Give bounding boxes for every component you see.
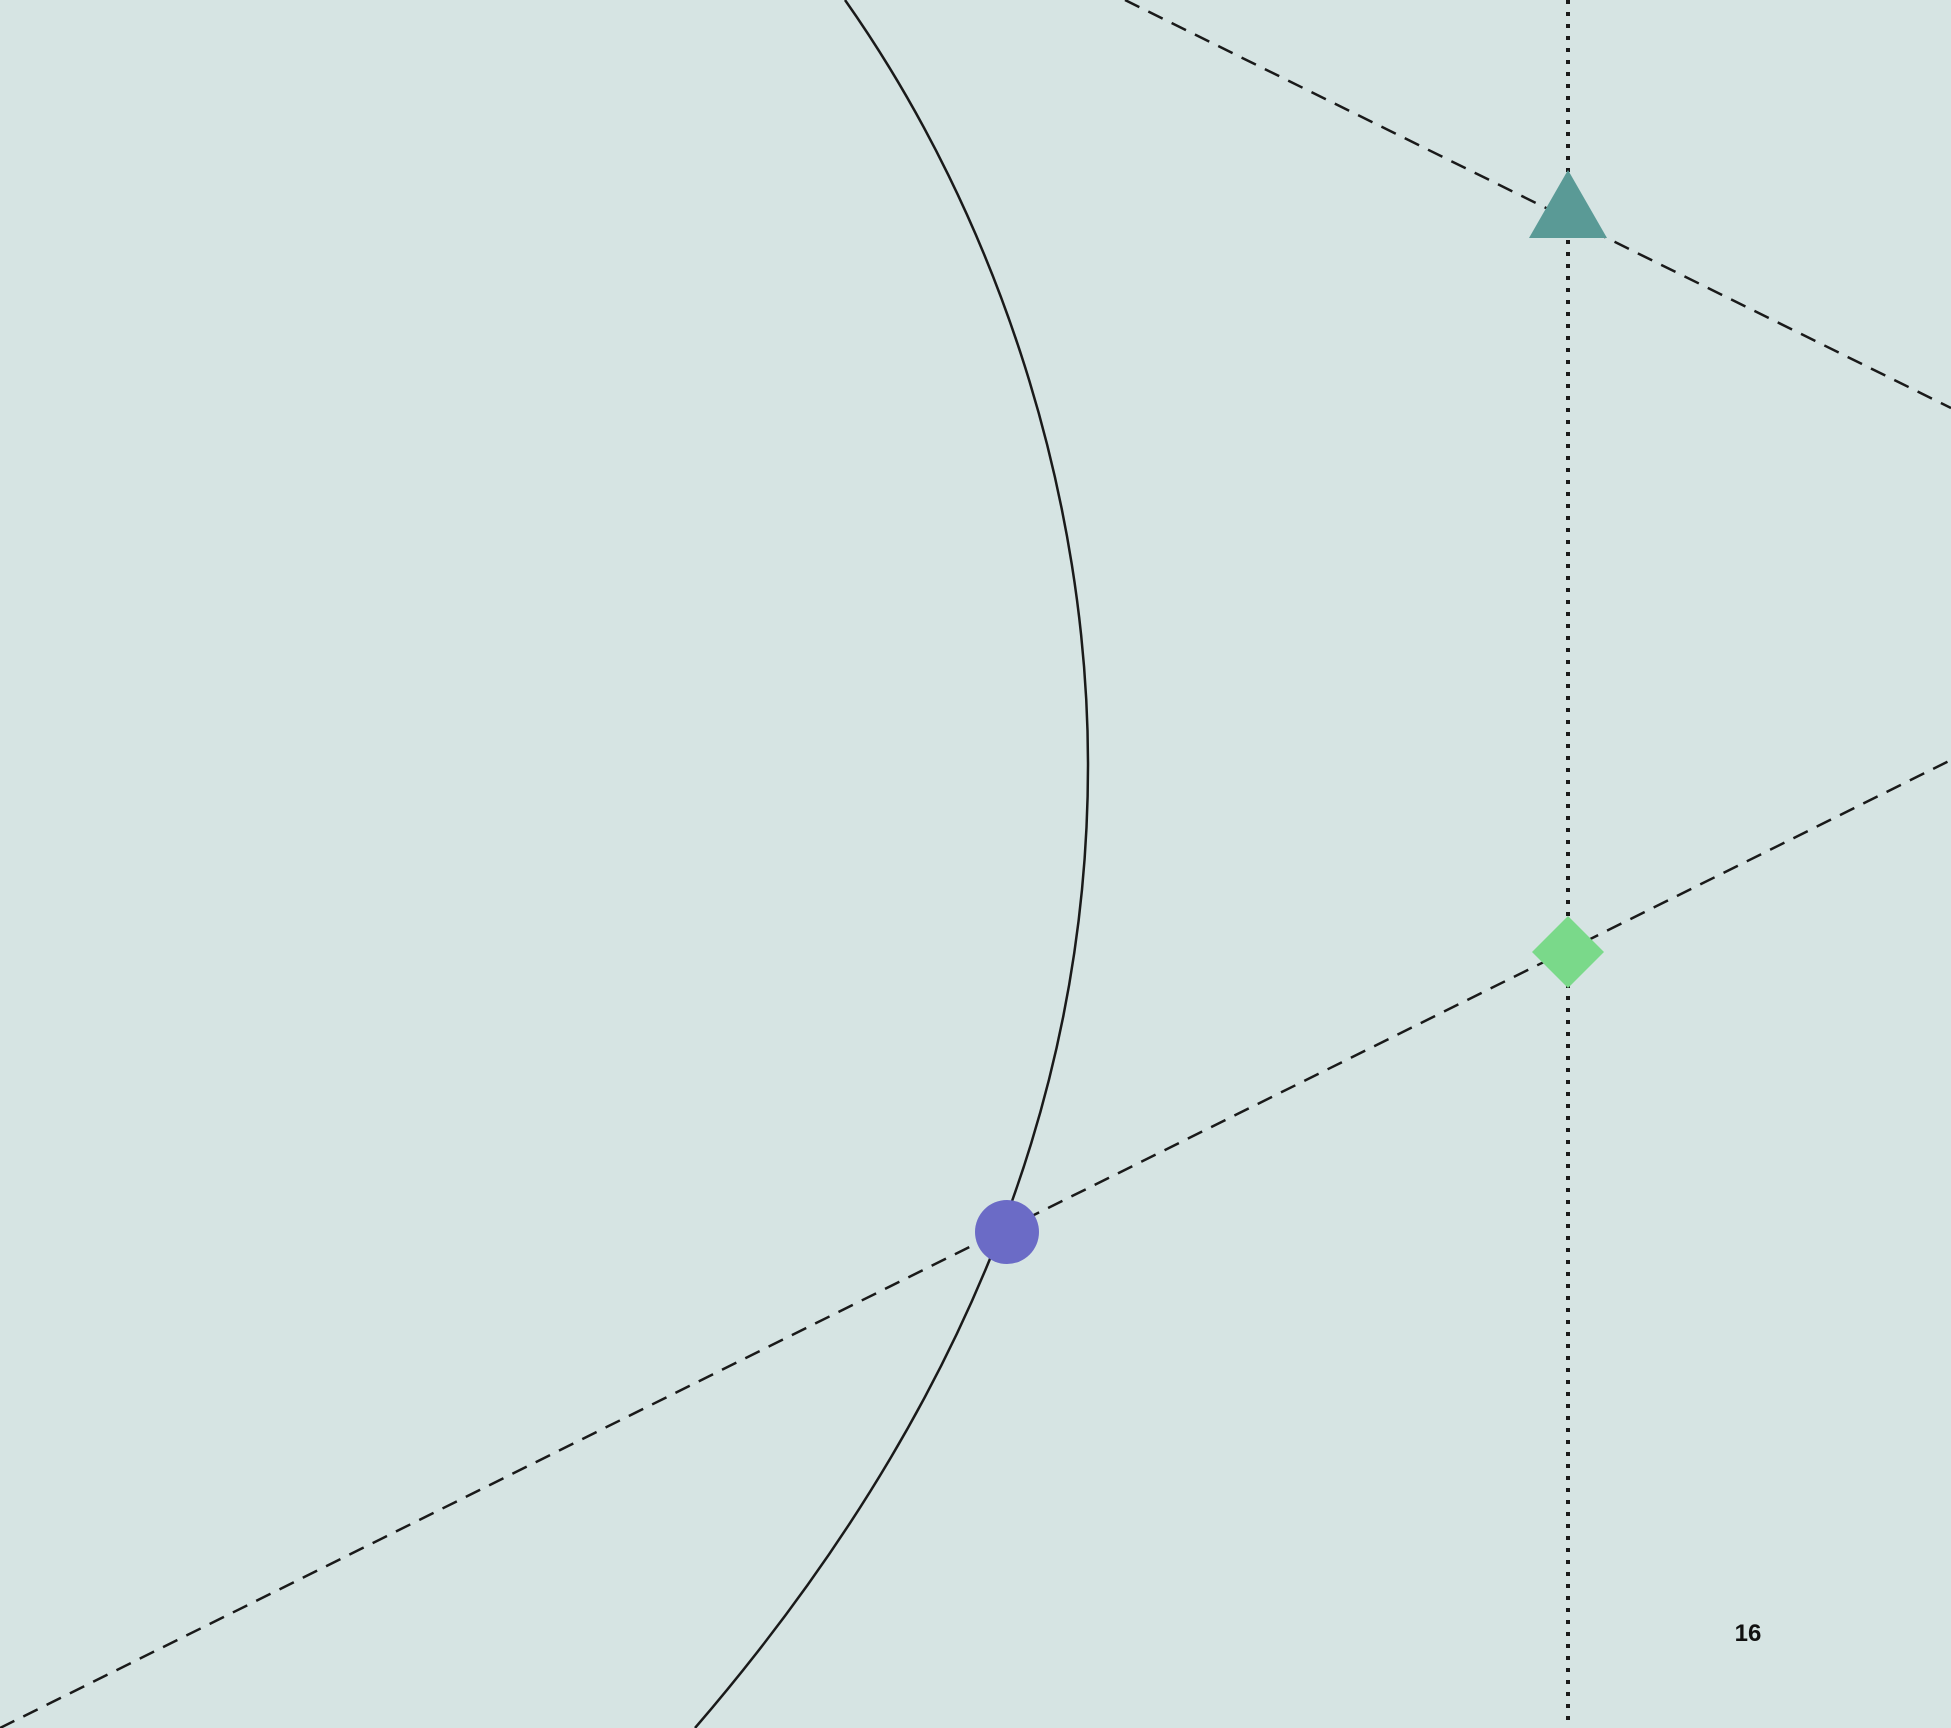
large-circle-arc (694, 0, 1090, 1728)
triangle-marker (1529, 170, 1607, 238)
lower-dashed-line (0, 758, 1951, 1728)
diamond-marker (1532, 916, 1604, 988)
page-number: 16 (1734, 1620, 1762, 1647)
upper-dashed-line (1124, 0, 1951, 410)
circle-marker (975, 1200, 1039, 1264)
